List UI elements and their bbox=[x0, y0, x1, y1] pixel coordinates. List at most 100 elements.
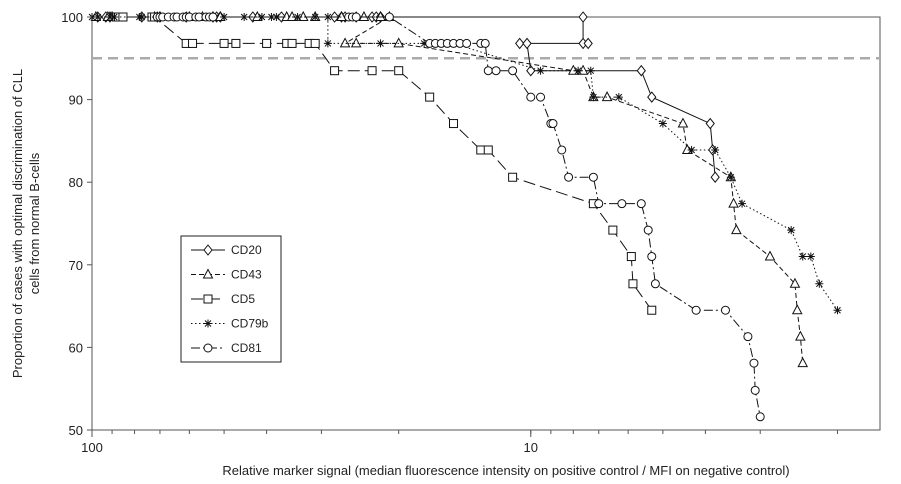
legend-marker-cd81-icon bbox=[203, 343, 213, 353]
data-point-cd81 bbox=[491, 66, 501, 76]
data-point-cd43 bbox=[336, 10, 347, 21]
data-point-cd79b bbox=[806, 252, 815, 261]
data-point-cd81 bbox=[650, 279, 660, 289]
data-point-cd79b bbox=[574, 66, 583, 75]
data-point-cd79b bbox=[738, 199, 747, 208]
data-point-cd43 bbox=[677, 117, 689, 128]
data-point-cd20 bbox=[583, 37, 593, 50]
data-point-cd20 bbox=[522, 37, 532, 50]
data-point-cd43 bbox=[375, 10, 386, 21]
data-point-cd79b bbox=[420, 39, 429, 48]
data-point-cd5 bbox=[626, 252, 636, 262]
data-point-cd5 bbox=[188, 38, 198, 48]
legend-label-cd79b: CD79b bbox=[231, 317, 269, 331]
x-tick-label: 100 bbox=[81, 440, 103, 455]
data-point-cd5 bbox=[231, 38, 241, 48]
data-point-cd79b bbox=[323, 39, 332, 48]
data-point-cd43 bbox=[350, 37, 362, 48]
data-point-cd81 bbox=[588, 172, 598, 182]
data-point-cd79b bbox=[536, 66, 545, 75]
data-point-cd79b bbox=[798, 252, 807, 261]
y-tick-label: 60 bbox=[69, 340, 83, 355]
data-point-cd20 bbox=[526, 64, 536, 77]
x-axis-title: Relative marker signal (median fluoresce… bbox=[222, 463, 789, 478]
data-point-cd43 bbox=[728, 197, 739, 208]
data-point-cd81 bbox=[755, 412, 765, 422]
legend: CD20 CD43 CD5 CD79b CD81 bbox=[180, 235, 282, 363]
data-point-cd81 bbox=[617, 199, 627, 209]
data-point-cd43 bbox=[286, 10, 298, 21]
data-point-cd81 bbox=[750, 385, 760, 395]
data-point-cd5 bbox=[608, 225, 618, 235]
data-point-cd79b bbox=[833, 306, 842, 315]
series-layer bbox=[88, 10, 842, 422]
data-point-cd79b bbox=[137, 13, 146, 21]
data-point-cd5 bbox=[219, 38, 229, 48]
data-point-cd79b bbox=[105, 13, 114, 21]
data-point-cd5 bbox=[647, 305, 657, 315]
data-point-cd43 bbox=[297, 10, 309, 21]
data-point-cd81 bbox=[480, 38, 490, 48]
legend-marker-cd5-icon bbox=[203, 294, 213, 304]
data-point-cd81 bbox=[564, 172, 574, 182]
data-point-cd43 bbox=[795, 330, 806, 341]
legend-item-cd20: CD20 bbox=[191, 243, 262, 257]
data-point-cd5 bbox=[628, 279, 638, 289]
data-point-cd5 bbox=[367, 66, 377, 76]
series-cd20 bbox=[93, 11, 720, 184]
data-point-cd43 bbox=[797, 357, 809, 368]
data-point-cd79b bbox=[589, 93, 598, 102]
data-point-cd79b bbox=[711, 145, 720, 154]
data-point-cd43 bbox=[567, 64, 579, 75]
data-point-cd81 bbox=[636, 199, 646, 209]
data-point-cd81 bbox=[749, 358, 759, 368]
data-point-cd20 bbox=[647, 91, 657, 103]
legend-label-cd20: CD20 bbox=[231, 243, 262, 257]
data-point-cd79b bbox=[220, 13, 229, 21]
data-point-cd43 bbox=[791, 304, 803, 315]
data-point-cd79b bbox=[586, 66, 595, 75]
y-tick-label: 80 bbox=[69, 175, 83, 190]
data-point-cd81 bbox=[594, 199, 604, 209]
data-point-cd81 bbox=[548, 119, 558, 129]
data-point-cd81 bbox=[536, 92, 546, 102]
data-point-cd81 bbox=[691, 305, 701, 315]
data-point-cd43 bbox=[731, 224, 742, 235]
data-point-cd43 bbox=[251, 10, 263, 21]
data-point-cd81 bbox=[508, 66, 518, 76]
data-point-cd20 bbox=[710, 171, 720, 184]
data-point-cd5 bbox=[425, 92, 435, 102]
data-point-cd81 bbox=[720, 305, 730, 315]
axis-layer: 50 60 70 80 90 100 100 10 Relative marker signal… bbox=[10, 10, 838, 478]
data-point-cd79b bbox=[614, 93, 623, 102]
legend-item-cd43: CD43 bbox=[191, 268, 262, 282]
x-tick-label: 10 bbox=[524, 440, 538, 455]
data-point-cd81 bbox=[483, 66, 493, 76]
data-point-cd43 bbox=[358, 10, 370, 21]
legend-marker-cd43-icon bbox=[202, 268, 214, 279]
data-point-cd20 bbox=[578, 11, 588, 23]
data-point-cd43 bbox=[601, 91, 613, 102]
data-point-cd81 bbox=[351, 12, 361, 22]
data-point-cd79b bbox=[110, 13, 119, 21]
data-point-cd81 bbox=[384, 12, 394, 22]
data-point-cd43 bbox=[393, 37, 405, 48]
legend-item-cd81: CD81 bbox=[191, 341, 262, 355]
data-point-cd5 bbox=[483, 145, 493, 155]
data-point-cd20 bbox=[515, 37, 525, 50]
legend-marker-cd79b-icon bbox=[204, 319, 212, 328]
data-point-cd81 bbox=[743, 332, 753, 342]
legend-item-cd79b: CD79b bbox=[191, 317, 269, 331]
data-point-cd43 bbox=[764, 250, 776, 261]
data-point-cd81 bbox=[643, 225, 653, 235]
data-point-cd43 bbox=[339, 37, 351, 48]
series-cd5 bbox=[111, 12, 657, 315]
data-point-cd81 bbox=[208, 12, 218, 22]
data-point-cd79b bbox=[376, 39, 385, 48]
legend-item-cd5: CD5 bbox=[191, 292, 255, 306]
data-point-cd5 bbox=[118, 12, 128, 22]
data-point-cd20 bbox=[636, 64, 646, 77]
legend-label-cd5: CD5 bbox=[231, 292, 255, 306]
